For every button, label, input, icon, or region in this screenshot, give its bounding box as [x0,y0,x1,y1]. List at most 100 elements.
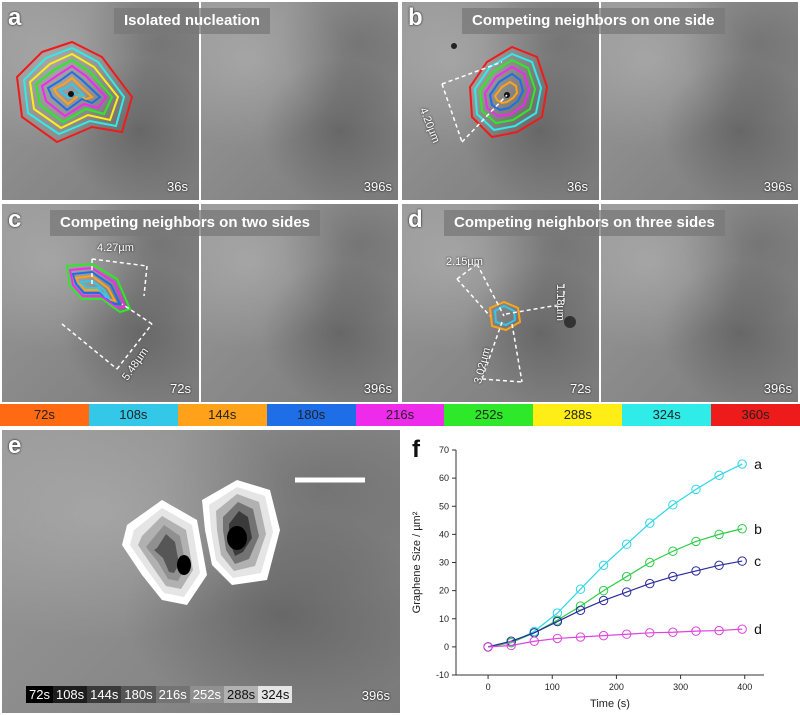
y-tick-label: 0 [444,642,449,652]
data-point-b [621,571,632,582]
data-point-a [691,484,701,495]
time-label-b-left: 36s [567,179,588,194]
time-color-cell: 144s [177,404,267,426]
time-label-b-right: 396s [763,179,792,194]
time-color-cell: 216s [355,404,445,426]
data-point-b [691,536,701,547]
data-point-d [575,632,586,642]
x-axis-label: Time (s) [590,698,630,710]
series-label-b: b [754,521,762,537]
x-tick-label: 200 [609,682,624,692]
graphene-size-chart: 0 100 200 300 400 -10 0 10 20 30 40 50 60 70 a bc d Tim… [411,445,764,710]
panel-c: 4.27µm 5.48µm c Competing neighbors on t… [2,204,398,402]
panel-b: 4.20µm b Competing neighbors on one side… [402,2,798,200]
data-point-b [668,546,678,556]
data-point-c [645,578,655,589]
data-point-b [645,557,655,568]
grayscale-time-cell: 108s [52,686,88,703]
grayscale-time-cell: 324s [258,686,293,703]
chart-series: a bc d [483,456,762,652]
measurement-d-right: 1.18µm [554,284,566,321]
panel-divider [199,2,201,200]
grayscale-growth-stack [122,477,365,605]
y-tick-label: -10 [436,670,449,680]
panel-title-c: Competing neighbors on two sides [50,210,321,236]
time-color-legend: 72s 108s 144s 180s 216s 252s 288s 324s 3… [0,404,800,426]
data-point-c [714,560,724,571]
data-point-a [575,584,586,594]
grayscale-time-cell: 216s [155,686,190,703]
growth-contours-b [441,43,549,143]
y-tick-label: 10 [439,614,449,624]
data-point-d [621,629,632,639]
time-color-cell: 252s [444,404,534,426]
data-point-c [598,595,609,606]
data-point-d [668,627,678,637]
data-point-a [714,470,724,481]
grayscale-time-cell: 180s [121,686,156,703]
y-tick-label: 20 [439,586,449,596]
y-tick-label: 70 [439,445,449,455]
series-line-c [487,560,743,648]
data-point-b [737,524,747,534]
data-point-c [737,556,747,566]
series-line-d [488,628,743,648]
data-point-c [575,605,586,616]
time-color-cell: 72s [0,404,89,426]
panel-divider [599,204,601,402]
data-point-a [668,500,678,510]
x-tick-label: 0 [486,682,491,692]
sem-image-c-right [201,204,398,402]
panel-title-a: Isolated nucleation [114,8,270,34]
time-label-a-right: 396s [363,179,392,194]
data-point-a [598,560,609,571]
measurement-c-top: 4.27µm [97,242,134,254]
series-label-a: a [754,456,762,472]
grayscale-time-cell: 72s [26,686,53,703]
time-color-cell: 108s [88,404,178,426]
sem-image-a-left [2,2,199,200]
panel-label-c: c [8,206,22,233]
series-label-d: d [754,621,762,637]
data-point-d [483,642,493,652]
data-point-a [645,518,655,528]
time-label-d-right: 396s [763,381,792,396]
data-point-b [714,529,724,540]
panel-label-e: e [8,432,22,459]
time-label-e-end: 396s [361,688,390,703]
time-color-cell: 360s [711,404,800,426]
time-color-cell: 324s [622,404,712,426]
panel-d: 2.15µm 1.18µm 3.02µm d Competing neighbo… [402,204,798,402]
data-point-d [506,640,516,651]
x-tick-label: 100 [545,682,560,692]
y-axis-label: Graphene Size / µm² [411,511,423,613]
growth-contours-d [456,263,576,383]
data-point-d [737,624,747,634]
time-label-c-left: 72s [170,381,191,396]
panel-title-b: Competing neighbors on one side [462,8,725,34]
time-color-cell: 288s [533,404,623,426]
x-tick-label: 300 [673,682,688,692]
panel-label-d: d [408,206,423,233]
panel-label-f: f [412,436,420,463]
panel-divider [199,204,201,402]
y-tick-label: 50 [439,501,449,511]
data-point-c [552,616,563,627]
panel-e: e 72s 108s 144s 180s 216s 252s 288s 324s… [2,430,400,713]
data-point-a [737,459,747,469]
data-point-d [529,636,539,646]
panel-title-d: Competing neighbors on three sides [444,210,725,236]
data-point-d [552,633,563,644]
panel-divider [599,2,601,200]
growth-contours-a [15,40,134,144]
panel-label-a: a [8,4,22,31]
time-label-d-left: 72s [570,381,591,396]
data-point-d [714,625,724,636]
y-tick-label: 40 [439,529,449,539]
series-line-b [487,528,743,648]
data-point-c [691,566,701,576]
sem-image-a-right [201,2,398,200]
data-point-b [598,585,609,596]
data-point-a [621,539,632,549]
chart-ticks: 0 100 200 300 400 -10 0 10 20 30 40 50 60 70 [436,445,752,692]
